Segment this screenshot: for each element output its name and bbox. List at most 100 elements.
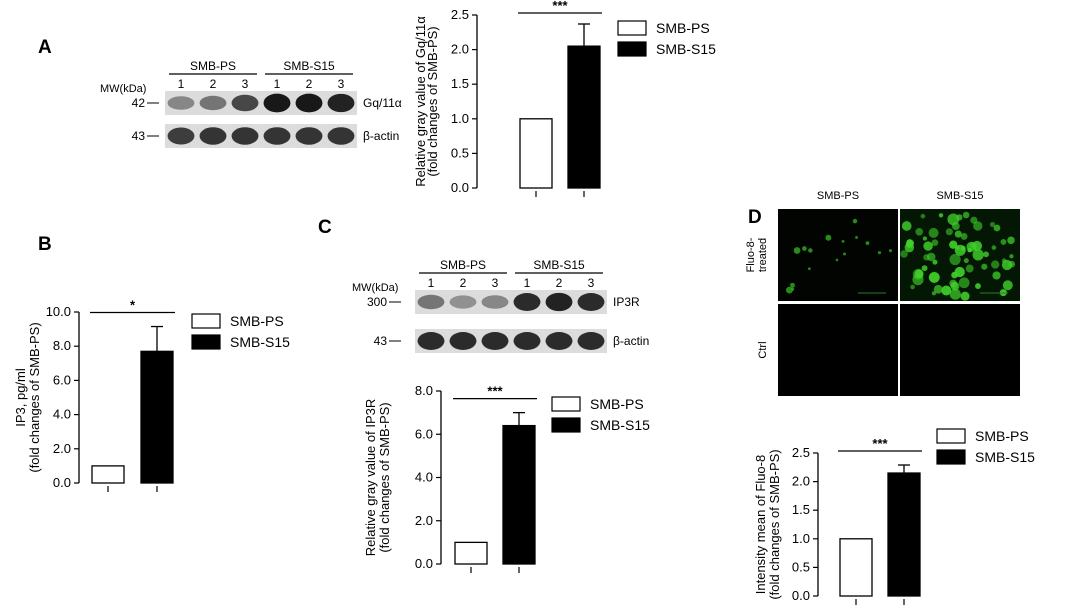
significance-label-c: ***: [487, 384, 503, 399]
mw-value-c: 300: [367, 295, 387, 309]
fluorescence-speck: [920, 213, 926, 219]
fluorescence-speck: [928, 227, 939, 238]
y-tick-label-a: 0.0: [451, 180, 469, 195]
fluorescence-speck: [962, 211, 970, 219]
fluorescence-speck: [790, 282, 795, 288]
protein-label-a: β-actin: [363, 129, 399, 143]
fluorescence-speck: [914, 269, 924, 279]
fluorescence-speck: [785, 286, 793, 294]
y-tick-label-c: 4.0: [415, 470, 433, 485]
y-tick-label-a: 1.0: [451, 111, 469, 126]
bar-c-2: [502, 424, 536, 565]
fluorescence-speck: [901, 221, 912, 231]
fluorescence-speck: [841, 240, 845, 243]
y-tick-label-d: 0.5: [792, 559, 810, 574]
protein-label-c: IP3R: [613, 295, 640, 309]
ctrl-image-smb-s15: [900, 304, 1020, 396]
fluorescence-speck: [949, 240, 958, 249]
fluorescence-speck: [835, 258, 839, 262]
fluorescence-speck: [855, 236, 858, 239]
blot-group-label-c: SMB-S15: [533, 258, 585, 272]
fluorescence-speck: [931, 239, 939, 246]
y-axis-label-d: Intensity mean of Fluo-8: [753, 455, 768, 594]
lane-number-a: 2: [210, 77, 217, 91]
image-row-label: Fluo-8-: [745, 237, 757, 272]
y-tick-label-b: 0.0: [53, 475, 71, 490]
y-tick-label-b: 6.0: [53, 372, 71, 387]
y-axis-label-c: Relative gray value of IP3R: [363, 399, 378, 557]
y-tick-label-a: 1.5: [451, 76, 469, 91]
fluorescence-speck: [922, 236, 927, 241]
fluorescence-speck: [954, 230, 962, 238]
blot-band-c: [513, 332, 541, 350]
blot-strip-c: [415, 290, 607, 314]
fluorescence-speck: [932, 259, 938, 265]
fluorescence-speck: [791, 287, 795, 291]
fluorescence-speck: [958, 277, 970, 289]
fluorescence-speck: [983, 251, 989, 258]
y-tick-label-d: 2.5: [792, 445, 810, 460]
y-tick-label-b: 4.0: [53, 407, 71, 422]
blot-band-a: [199, 127, 227, 145]
lane-number-c: 1: [524, 276, 531, 290]
y-tick-label-c: 0.0: [415, 556, 433, 571]
fluorescence-speck: [807, 267, 811, 271]
y-tick-label-d: 2.0: [792, 474, 810, 489]
y-axis-label-b: (fold changes of SMB-PS): [27, 322, 42, 472]
blot-band-a: [263, 127, 291, 145]
blot-band-c: [449, 332, 477, 350]
blot-band-c: [417, 294, 445, 310]
bar-chart-d: 0.0 0.5 1.0 1.5 2.0 2.5 *** Intensity mean of F…: [753, 428, 1035, 605]
fluorescence-speck: [931, 291, 936, 296]
lane-number-c: 3: [588, 276, 595, 290]
lane-number-c: 2: [556, 276, 563, 290]
fluorescence-speck: [993, 224, 1001, 232]
panel-letter-d: D: [748, 207, 762, 228]
legend-swatch-b: [191, 313, 221, 329]
fluorescence-speck: [793, 247, 801, 254]
y-tick-label-d: 1.5: [792, 502, 810, 517]
y-axis-label-d: (fold changes of SMB-PS): [767, 449, 782, 599]
fluorescence-speck: [951, 222, 960, 231]
fluorescence-speck: [950, 281, 959, 290]
fluorescence-speck: [900, 250, 908, 258]
legend-swatch-a: [617, 41, 647, 57]
fluorescence-speck: [967, 247, 972, 253]
y-tick-label-b: 8.0: [53, 338, 71, 353]
panel-letter-a: A: [38, 37, 52, 58]
mw-value-a: 42: [132, 96, 146, 110]
fluorescence-speck: [963, 258, 969, 264]
fluorescence-speck: [906, 239, 914, 246]
fluorescence-speck: [802, 246, 807, 251]
legend-label-d: SMB-PS: [975, 428, 1029, 444]
significance-label-a: ***: [552, 0, 568, 13]
blot-band-c: [449, 295, 477, 309]
fluorescence-speck: [843, 252, 846, 256]
bar-chart-a: 0.0 0.5 1.0 1.5 2.0 2.5 *** Relative gray value…: [413, 0, 716, 197]
legend-label-a: SMB-S15: [656, 41, 716, 57]
blot-band-a: [327, 93, 355, 113]
blot-group-label-a: SMB-S15: [283, 59, 335, 73]
blot-band-a: [167, 96, 195, 110]
fluorescence-speck: [928, 271, 940, 283]
blot-band-c: [481, 295, 509, 309]
y-tick-label-b: 2.0: [53, 441, 71, 456]
legend-label-c: SMB-PS: [590, 396, 644, 412]
legend-swatch-c: [551, 396, 581, 412]
fluorescence-speck: [1008, 260, 1016, 268]
blot-band-a: [231, 94, 259, 112]
significance-label-d: ***: [872, 436, 888, 451]
y-tick-label-d: 1.0: [792, 531, 810, 546]
fluorescence-speck: [1002, 280, 1013, 291]
blot-band-c: [545, 292, 573, 312]
y-axis-label-b: IP3, pg/ml: [13, 368, 28, 427]
blot-band-a: [263, 93, 291, 113]
blot-band-a: [295, 93, 323, 113]
protein-label-c: β-actin: [613, 334, 649, 348]
fluorescence-speck: [945, 228, 953, 236]
fluorescence-speck: [954, 266, 965, 278]
panel-letter-c: C: [318, 217, 332, 238]
image-row-label: treated: [757, 238, 769, 272]
legend-swatch-b: [191, 334, 221, 350]
